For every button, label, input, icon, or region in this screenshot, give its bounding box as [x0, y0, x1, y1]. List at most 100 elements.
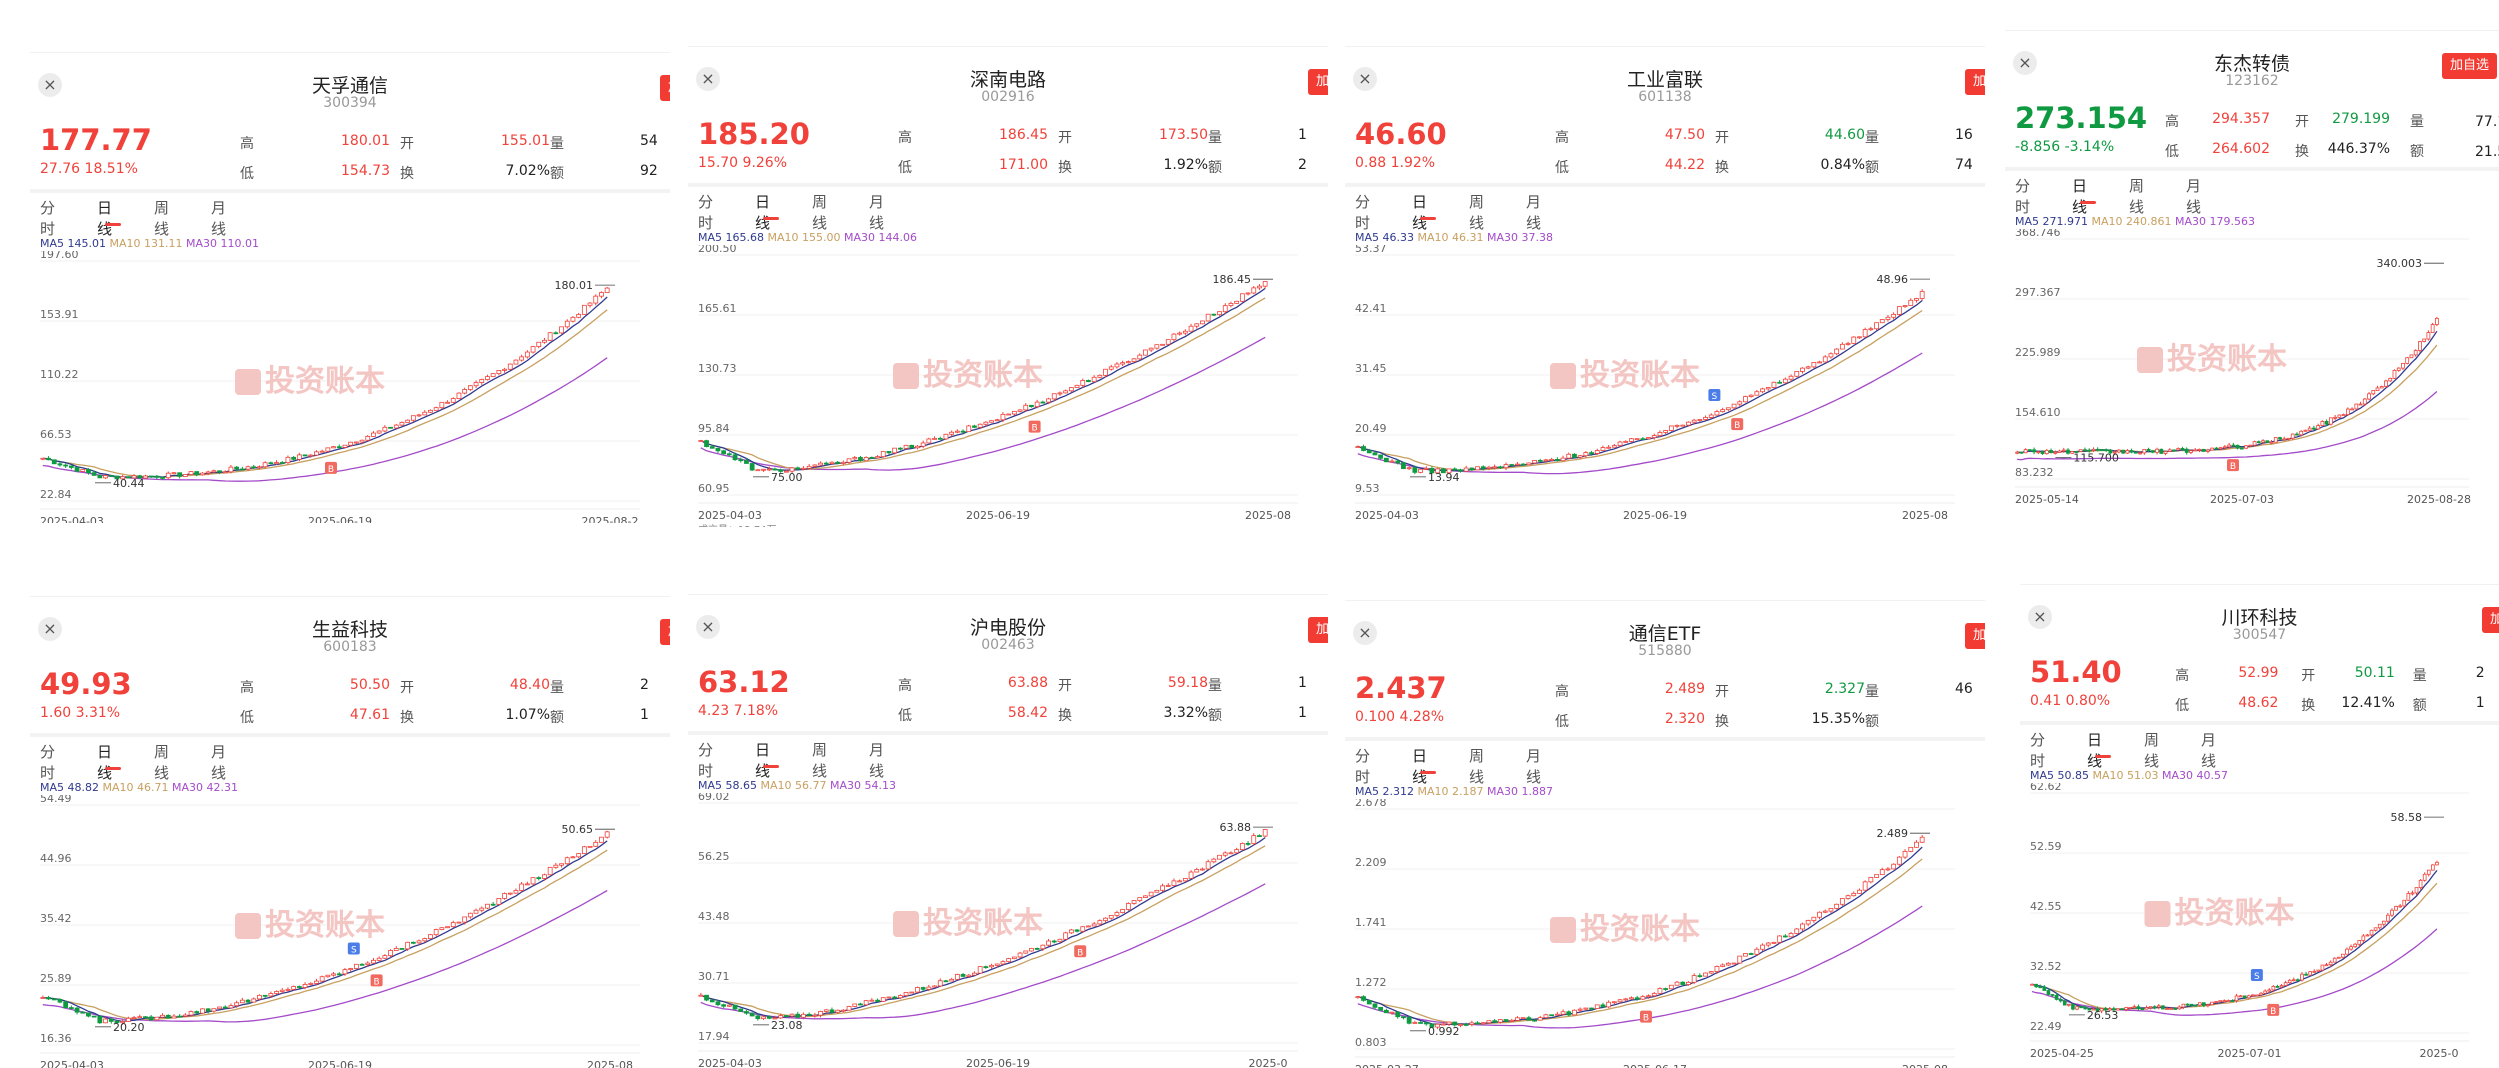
close-icon[interactable]: ×	[1353, 67, 1377, 91]
tab-daily[interactable]: 日线	[1412, 747, 1428, 786]
candle	[257, 466, 262, 469]
tab-daily[interactable]: 日线	[97, 199, 113, 238]
tab-intraday[interactable]: 分时	[2030, 731, 2046, 770]
x-date-label: 2025-03-27	[1355, 1063, 1419, 1068]
tab-daily[interactable]: 日线	[1412, 193, 1428, 232]
add-watchlist-button[interactable]: 加自选	[1965, 69, 1985, 95]
ma10-label-value: 240.861	[2126, 215, 2172, 228]
tab-weekly[interactable]: 周线	[1469, 193, 1485, 232]
candle	[1731, 403, 1737, 409]
tab-intraday[interactable]: 分时	[1355, 747, 1371, 786]
candle	[863, 1000, 869, 1006]
amount-value: 2	[1298, 157, 1307, 173]
add-watchlist-button[interactable]: 加自选	[1308, 617, 1328, 643]
tab-monthly[interactable]: 月线	[1526, 193, 1542, 232]
y-tick-label: 25.89	[40, 972, 72, 985]
tab-intraday[interactable]: 分时	[1355, 193, 1371, 232]
candle	[308, 982, 314, 985]
candle	[2362, 398, 2367, 405]
add-watchlist-button[interactable]: 加自选	[2482, 607, 2499, 633]
y-tick-label: 16.36	[40, 1032, 72, 1045]
tab-weekly[interactable]: 周线	[812, 193, 828, 232]
candle	[2261, 440, 2265, 443]
candle	[1011, 410, 1017, 415]
close-icon[interactable]: ×	[696, 615, 720, 639]
candle	[966, 425, 972, 433]
tab-monthly[interactable]: 月线	[211, 743, 227, 782]
y-tick-label: 225.989	[2015, 346, 2061, 359]
tab-daily[interactable]: 日线	[2072, 177, 2088, 216]
tab-weekly[interactable]: 周线	[2129, 177, 2145, 216]
watermark-text: 投资账本	[2167, 342, 2287, 377]
high-value: 50.50	[349, 677, 390, 693]
candle	[2019, 451, 2024, 454]
high-value: 294.357	[2212, 111, 2270, 127]
add-watchlist-button[interactable]: 加自选	[660, 75, 670, 101]
tab-daily[interactable]: 日线	[97, 743, 113, 782]
tab-intraday[interactable]: 分时	[698, 741, 714, 780]
add-watchlist-button[interactable]: 加自选	[1965, 623, 1985, 649]
candle	[1080, 926, 1086, 932]
candle	[886, 451, 892, 454]
ma30-label-name: MA30	[1487, 231, 1519, 244]
candle	[2361, 935, 2366, 941]
candle	[507, 363, 513, 370]
add-watchlist-button[interactable]: 加自选	[660, 619, 670, 645]
candle	[2201, 448, 2206, 452]
current-price: 2.437	[1355, 671, 1447, 705]
turnover-value: 446.37%	[2327, 141, 2390, 157]
tab-weekly[interactable]: 周线	[1469, 747, 1485, 786]
tab-daily[interactable]: 日线	[755, 741, 771, 780]
tab-weekly[interactable]: 周线	[812, 741, 828, 780]
buy-signal-label: B	[2230, 462, 2236, 472]
candle	[704, 994, 709, 1001]
tab-weekly[interactable]: 周线	[2144, 731, 2160, 770]
ma5-label-name: MA5	[2030, 769, 2055, 782]
close-icon[interactable]: ×	[696, 67, 720, 91]
candle	[1914, 841, 1919, 848]
ma10-label: MA10 56.77	[761, 779, 831, 792]
stock-code: 300394	[323, 95, 377, 111]
y-tick-label: 31.45	[1355, 362, 1387, 375]
header-divider	[2005, 167, 2499, 171]
tab-intraday[interactable]: 分时	[698, 193, 714, 232]
candle	[1714, 966, 1720, 972]
close-icon[interactable]: ×	[38, 617, 62, 641]
candle	[1782, 935, 1788, 938]
tab-daily[interactable]: 日线	[755, 193, 771, 232]
candle	[1543, 459, 1549, 462]
add-watchlist-button[interactable]: 加自选	[1308, 69, 1328, 95]
tab-intraday[interactable]: 分时	[2015, 177, 2031, 216]
candle	[1389, 1011, 1395, 1014]
candle	[137, 475, 143, 479]
tab-weekly[interactable]: 周线	[154, 199, 170, 238]
tab-monthly[interactable]: 月线	[1526, 747, 1542, 786]
candle	[1486, 466, 1492, 469]
candle	[479, 907, 485, 911]
candle	[1217, 311, 1222, 316]
tab-intraday[interactable]: 分时	[40, 199, 56, 238]
tab-monthly[interactable]: 月线	[211, 199, 227, 238]
close-icon[interactable]: ×	[1353, 621, 1377, 645]
candle	[761, 1016, 766, 1020]
candle	[2177, 1006, 2182, 1010]
tab-monthly[interactable]: 月线	[869, 741, 885, 780]
candle	[2271, 985, 2276, 991]
tab-monthly[interactable]: 月线	[869, 193, 885, 232]
candle	[371, 959, 376, 964]
candle	[1383, 1009, 1389, 1014]
tab-daily[interactable]: 日线	[2087, 731, 2103, 770]
close-icon[interactable]: ×	[2028, 605, 2052, 629]
tab-intraday[interactable]: 分时	[40, 743, 56, 782]
add-watchlist-button[interactable]: 加自选	[2442, 53, 2498, 79]
tab-weekly[interactable]: 周线	[154, 743, 170, 782]
candle	[2142, 448, 2147, 454]
close-icon[interactable]: ×	[2013, 51, 2037, 75]
stock-code: 600183	[323, 639, 377, 655]
tab-monthly[interactable]: 月线	[2186, 177, 2202, 216]
ma5-label: MA5 165.68	[698, 231, 768, 244]
sell-signal-label: S	[1712, 392, 1718, 402]
candle	[1771, 941, 1777, 944]
close-icon[interactable]: ×	[38, 73, 62, 97]
tab-monthly[interactable]: 月线	[2201, 731, 2217, 770]
